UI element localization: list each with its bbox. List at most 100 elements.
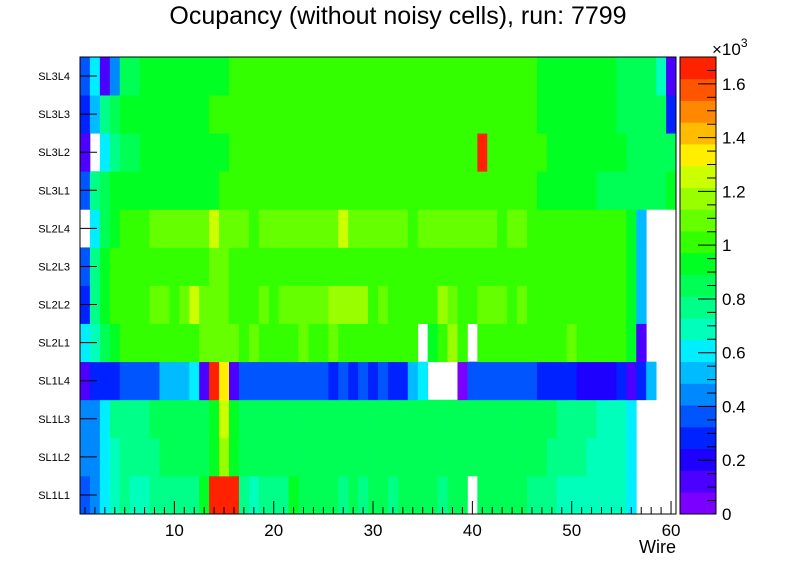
heatmap-cell	[139, 57, 150, 96]
heatmap-cell	[586, 361, 597, 401]
heatmap-cell	[487, 437, 498, 477]
heatmap-cell	[606, 399, 617, 439]
heatmap-cell	[497, 323, 508, 363]
heatmap-cell	[119, 57, 131, 96]
heatmap-cell	[308, 57, 319, 96]
heatmap-cell	[119, 285, 131, 324]
heatmap-cell	[457, 171, 468, 210]
heatmap-cell	[288, 361, 299, 401]
heatmap-cell	[248, 323, 260, 363]
heatmap-cell	[397, 171, 409, 210]
heatmap-cell	[169, 57, 180, 96]
heatmap-cell	[219, 361, 230, 401]
heatmap-cell	[527, 133, 538, 172]
heatmap-cell	[149, 133, 160, 172]
heatmap-cell	[517, 323, 528, 363]
heatmap-cell	[417, 57, 429, 96]
heatmap-cell	[606, 247, 617, 286]
heatmap-cell	[656, 57, 667, 96]
z-tick-label: 1	[722, 236, 731, 255]
heatmap-cell	[149, 95, 160, 134]
z-tick-label: 1.2	[722, 182, 746, 201]
heatmap-cell	[437, 475, 448, 515]
heatmap-cell	[517, 247, 528, 286]
heatmap-cell	[387, 247, 399, 286]
heatmap-cell	[248, 171, 260, 210]
heatmap-cell	[139, 323, 150, 363]
heatmap-cell	[417, 209, 429, 248]
heatmap-cell	[507, 475, 518, 515]
heatmap-cell	[517, 57, 528, 96]
heatmap-cell	[248, 247, 260, 286]
heatmap-cell	[517, 361, 528, 401]
heatmap-cell	[457, 285, 468, 324]
heatmap-cell	[447, 209, 458, 248]
heatmap-cell	[636, 171, 647, 210]
heatmap-cell	[258, 399, 270, 439]
heatmap-cell	[536, 247, 548, 286]
heatmap-cell	[139, 399, 150, 439]
heatmap-cell	[626, 57, 637, 96]
heatmap-cell	[467, 399, 478, 439]
heatmap-cell	[109, 133, 121, 172]
heatmap-cell	[258, 57, 270, 96]
heatmap-cell	[576, 247, 587, 286]
heatmap-cell	[546, 247, 558, 286]
heatmap-cell	[407, 437, 419, 477]
color-scale-band	[680, 318, 716, 341]
heatmap-cell	[258, 285, 270, 324]
heatmap-cell	[447, 171, 458, 210]
heatmap-cell	[358, 95, 369, 134]
heatmap-cell	[417, 133, 429, 172]
heatmap-cell	[149, 57, 160, 96]
heatmap-cell	[387, 57, 399, 96]
x-axis-label: Wire	[639, 537, 676, 557]
heatmap-cell	[229, 209, 240, 248]
heatmap-cell	[417, 95, 429, 134]
heatmap-cell	[378, 209, 389, 248]
heatmap-cell	[199, 95, 210, 134]
heatmap-cell	[348, 475, 359, 515]
heatmap-cell	[318, 171, 329, 210]
heatmap-cell	[616, 171, 627, 210]
heatmap-cell	[298, 133, 309, 172]
heatmap-cell	[318, 247, 329, 286]
heatmap-cell	[527, 57, 538, 96]
heatmap-cell	[616, 95, 627, 134]
heatmap-cell	[149, 247, 160, 286]
heatmap-cell	[368, 95, 379, 134]
heatmap-cell	[129, 475, 140, 515]
heatmap-cell	[109, 361, 121, 401]
heatmap-cell	[497, 437, 508, 477]
heatmap-cell	[556, 285, 568, 324]
heatmap-cell	[527, 247, 538, 286]
heatmap-cell	[397, 133, 409, 172]
heatmap-cell	[318, 475, 329, 515]
heatmap-cell	[487, 323, 498, 363]
heatmap-cell	[248, 209, 260, 248]
heatmap-cell	[417, 247, 429, 286]
heatmap-cell	[268, 57, 280, 96]
heatmap-cell	[179, 171, 190, 210]
heatmap-cell	[626, 285, 637, 324]
color-scale-band	[680, 383, 716, 406]
heatmap-cell	[427, 247, 438, 286]
heatmap-cell	[338, 437, 349, 477]
heatmap-cell	[169, 475, 180, 515]
heatmap-cell	[507, 171, 518, 210]
heatmap-cell	[407, 361, 419, 401]
heatmap-cell	[626, 437, 637, 477]
heatmap-cell	[199, 437, 210, 477]
heatmap-cell	[616, 437, 627, 477]
heatmap-cell	[358, 437, 369, 477]
heatmap-cell	[169, 209, 180, 248]
heatmap-cell	[467, 437, 478, 477]
heatmap-cell	[427, 399, 438, 439]
heatmap-cell	[497, 285, 508, 324]
heatmap-cell	[99, 437, 111, 477]
heatmap-cell	[586, 57, 597, 96]
heatmap-cell	[566, 361, 578, 401]
color-scale-band	[680, 165, 716, 188]
heatmap-cell	[189, 475, 200, 515]
heatmap-cell	[566, 285, 578, 324]
